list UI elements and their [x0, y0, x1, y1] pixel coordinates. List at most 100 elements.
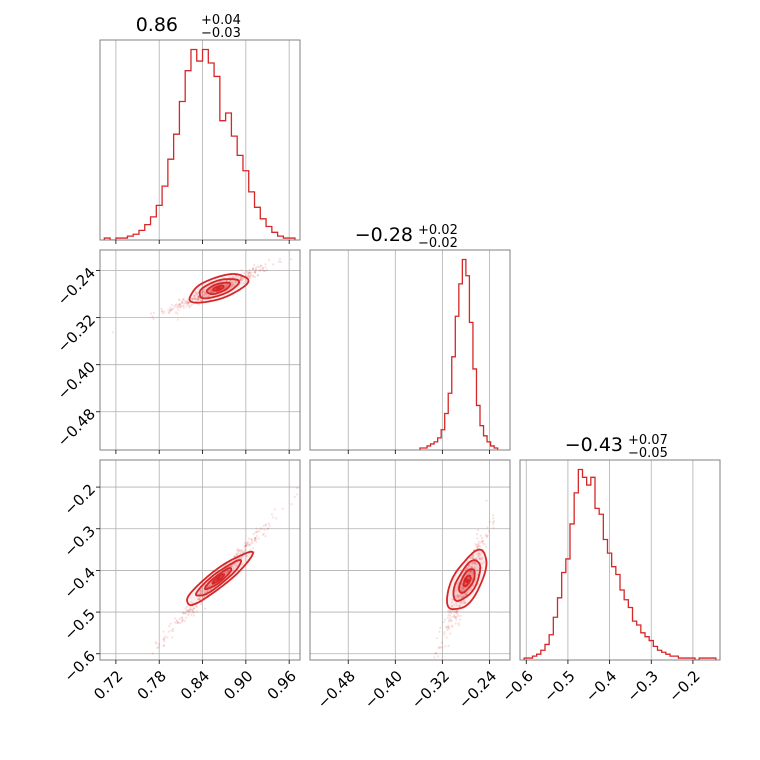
sample-point [480, 558, 483, 561]
sample-point [451, 625, 454, 628]
sample-point [445, 636, 448, 639]
title-0-plus: +0.04 [201, 13, 241, 28]
sample-point [458, 605, 461, 608]
sample-point [448, 611, 451, 614]
sample-point [267, 522, 270, 525]
sample-point [150, 312, 153, 315]
sample-point [191, 297, 194, 300]
sample-point [203, 293, 206, 297]
sample-point [449, 610, 452, 613]
sample-point [230, 565, 233, 568]
panel-2-0-peak [216, 576, 221, 581]
sample-point [253, 538, 256, 542]
sample-point [182, 301, 185, 304]
sample-point [176, 318, 179, 321]
sample-point [273, 508, 276, 511]
sample-point [239, 277, 242, 280]
sample-point [245, 541, 249, 545]
sample-point [439, 646, 442, 649]
sample-point [195, 610, 198, 613]
sample-point [179, 305, 182, 308]
sample-point [184, 299, 187, 302]
sample-point [469, 556, 472, 559]
sample-point [459, 603, 462, 606]
sample-point [255, 266, 258, 269]
sample-point [485, 535, 489, 539]
sample-point [182, 298, 185, 301]
sample-point [177, 621, 180, 624]
sample-point [466, 567, 469, 570]
sample-point [246, 273, 249, 276]
sample-point [469, 571, 472, 574]
sample-point [189, 608, 192, 611]
sample-point [196, 298, 199, 301]
title-0-minus: −0.03 [201, 26, 241, 41]
sample-point [230, 564, 233, 567]
sample-point [200, 589, 203, 592]
sample-point [247, 274, 250, 277]
title-1-plus: +0.02 [418, 223, 458, 238]
sample-point [262, 269, 265, 272]
sample-point [192, 611, 195, 614]
sample-point [293, 495, 296, 498]
sample-point [187, 609, 190, 613]
sample-point [455, 611, 458, 615]
sample-point [235, 564, 238, 567]
sample-point [175, 620, 178, 623]
title-1-minus: −0.02 [418, 236, 458, 251]
title-2-plus: +0.07 [628, 433, 668, 448]
sample-point [467, 571, 470, 574]
sample-point [187, 612, 190, 615]
sample-point [252, 275, 255, 278]
sample-point [183, 619, 186, 622]
sample-point [240, 269, 243, 272]
sample-point [237, 550, 240, 553]
sample-point [256, 265, 259, 268]
sample-point [450, 601, 454, 604]
sample-point [442, 621, 445, 624]
sample-point [462, 602, 465, 605]
sample-point [163, 637, 166, 640]
sample-point [186, 301, 189, 304]
sample-point [487, 530, 490, 533]
scatter-panel-1-0 [99, 249, 301, 451]
sample-point [177, 298, 181, 301]
sample-point [454, 589, 457, 592]
sample-point [196, 298, 199, 301]
sample-point [162, 644, 165, 647]
sample-point [197, 297, 200, 300]
sample-point [203, 590, 206, 593]
sample-point [438, 646, 441, 650]
panel-2-0-frame [99, 459, 301, 661]
sample-point [456, 594, 459, 597]
sample-point [240, 279, 243, 282]
title-2-minus: −0.05 [628, 446, 668, 461]
sample-point [475, 544, 478, 547]
panel-2-1-frame [309, 459, 511, 661]
sample-point [171, 636, 174, 639]
sample-point [438, 630, 441, 633]
sample-point [476, 543, 479, 546]
sample-point [183, 612, 186, 615]
sample-point [472, 554, 475, 557]
sample-point [470, 573, 474, 576]
sample-point [163, 640, 166, 643]
sample-point [222, 280, 225, 283]
sample-point [185, 302, 188, 305]
sample-point [234, 280, 237, 284]
sample-point [450, 620, 453, 623]
sample-point [209, 289, 212, 293]
sample-point [296, 487, 299, 490]
sample-point [459, 585, 463, 589]
sample-point [173, 621, 176, 624]
sample-point [255, 540, 258, 543]
sample-point [270, 513, 273, 516]
sample-point [176, 619, 179, 622]
panel-2-1-peak [464, 578, 470, 584]
sample-point [447, 625, 450, 628]
sample-point [196, 298, 199, 301]
sample-point [472, 584, 475, 587]
sample-point [476, 533, 479, 536]
hist-0-frame [99, 39, 301, 241]
sample-point [204, 607, 207, 610]
